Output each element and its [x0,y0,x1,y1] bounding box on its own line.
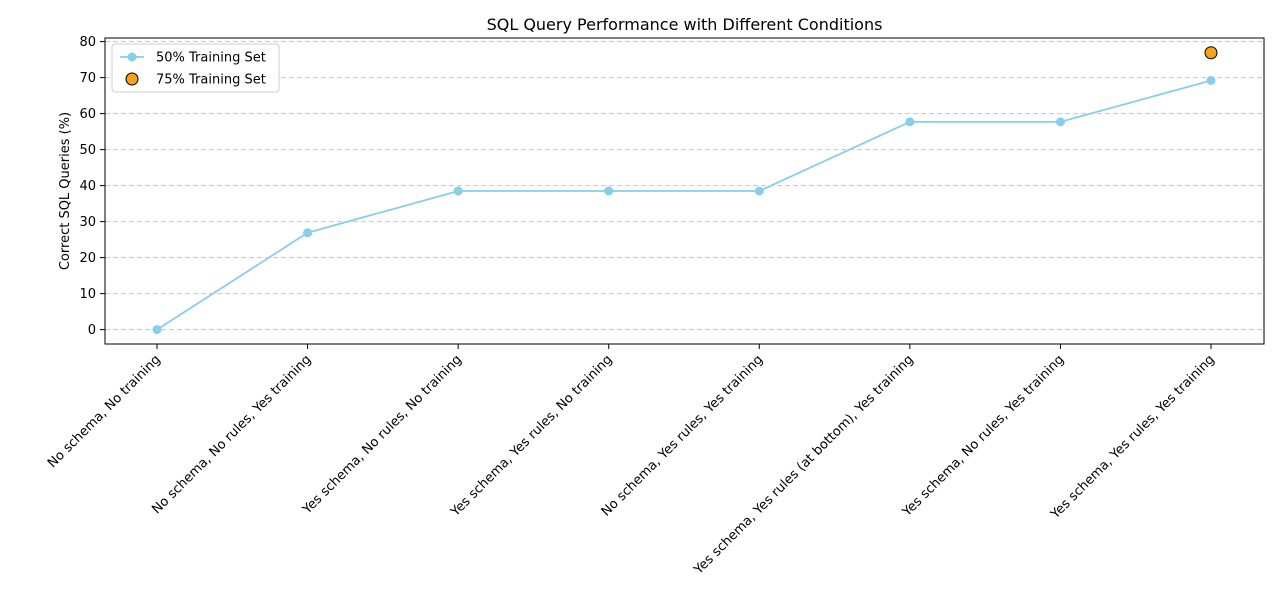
x-tick-label: No schema, Yes rules, Yes training [599,352,766,519]
y-tick-label: 60 [79,107,96,122]
y-tick-label: 20 [79,251,96,266]
grid-lines [105,41,1264,331]
y-tick-label: 0 [88,323,96,338]
x-tick-label: Yes schema, Yes rules, Yes training [1047,352,1217,522]
legend-scatter-marker [125,72,139,86]
legend-label-75: 75% Training Set [156,73,266,88]
y-tick-label: 50 [79,143,96,158]
plot-frame [104,37,1265,345]
data-point [453,186,463,196]
data-point [1055,117,1065,127]
series-line-0 [156,79,1212,331]
x-tick-label: No schema, No training [45,352,164,471]
data-point [1206,75,1216,85]
data-point [905,117,915,127]
y-tick-label: 10 [79,287,96,302]
legend-label-50: 50% Training Set [156,51,266,66]
y-ticks: 0 10 20 30 40 50 60 70 80 [79,35,105,338]
series-layer [152,46,1218,335]
data-point [152,325,162,335]
x-tick-label: Yes schema, No rules, Yes training [899,352,1067,520]
data-point [604,186,614,196]
y-tick-label: 70 [79,71,96,86]
x-tick-label: No schema, No rules, Yes training [149,352,314,517]
legend-line-marker [127,52,137,62]
y-axis-label: Correct SQL Queries (%) [58,112,73,270]
chart-title: SQL Query Performance with Different Con… [487,15,883,34]
y-tick-label: 40 [79,179,96,194]
scatter-point [1204,46,1218,60]
legend-box [111,43,280,93]
x-tick-label: Yes schema, Yes rules, No training [447,352,615,520]
y-tick-label: 80 [79,35,96,50]
data-point [754,186,764,196]
legend: 50% Training Set 75% Training Set [111,43,280,93]
data-point [303,228,313,238]
x-tick-label: Yes schema, No rules, No training [299,352,465,518]
y-tick-label: 30 [79,215,96,230]
